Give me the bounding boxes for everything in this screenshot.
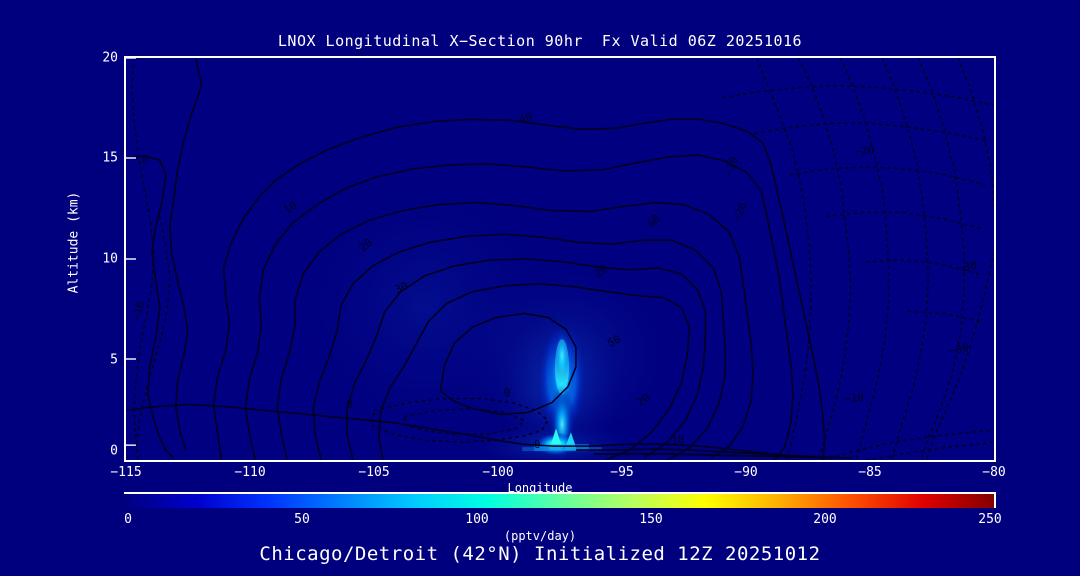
page-title: LNOX Longitudinal X−Section 90hr Fx Vali… <box>277 32 803 50</box>
colorbar-tick-label: 50 <box>294 512 310 527</box>
colorbar-tick-label: 100 <box>465 512 489 527</box>
contour-label: 0 <box>533 438 540 451</box>
y-tick-label: 10 <box>102 251 118 267</box>
plot-area: 0 −10 10 20 30 40 20 50 60 −10 −20 −20 −… <box>124 56 996 462</box>
colorbar-gradient <box>124 492 996 508</box>
x-tick-label: −80 <box>982 465 1006 480</box>
x-tick-label: −105 <box>358 465 390 480</box>
y-tick-label: 20 <box>102 50 118 66</box>
contour-label: −30 <box>948 341 970 358</box>
contour-label: −30 <box>956 259 978 275</box>
contour-label: 50 <box>605 332 623 349</box>
colorbar-tick-label: 250 <box>978 512 1002 527</box>
x-tick-label: −115 <box>110 465 142 480</box>
contour-label: −10 <box>130 300 147 322</box>
y-axis-label: Altitude (km) <box>66 191 82 294</box>
contour-label: 0 <box>503 386 511 400</box>
contour-label: 0 <box>346 398 354 412</box>
colorbar-tick-label: 200 <box>813 512 837 527</box>
x-tick-label: −100 <box>482 465 514 480</box>
cross-section-plot: 0 −10 10 20 30 40 20 50 60 −10 −20 −20 −… <box>126 58 994 460</box>
contour-label: 20 <box>634 391 652 409</box>
contour-label: 10 <box>281 199 299 217</box>
colorbar-units-label: (pptv/day) <box>503 529 577 543</box>
contour-label: −10 <box>722 155 741 178</box>
contour-label: 20 <box>356 236 374 254</box>
contour-label: 20 <box>592 262 610 280</box>
figure-caption: Chicago/Detroit (42°N) Initialized 12Z 2… <box>259 543 821 565</box>
y-tick-label: 5 <box>110 352 118 368</box>
y-tick-label: 15 <box>102 150 118 166</box>
x-tick-label: −85 <box>858 465 882 480</box>
x-tick-label: −90 <box>734 465 758 480</box>
x-axis-label: Longitude <box>507 481 573 495</box>
positive-contours <box>126 58 853 460</box>
colorbar-tick-label: 150 <box>639 512 663 527</box>
axis-inner-ticks <box>126 58 136 446</box>
colorbar[interactable] <box>124 492 996 508</box>
contour-label: 30 <box>393 279 410 296</box>
x-tick-label: −95 <box>610 465 634 480</box>
negative-contours <box>131 58 994 460</box>
x-tick-label: −110 <box>234 465 266 480</box>
contour-label: 10 <box>671 433 685 447</box>
contour-label: −10 <box>844 391 865 406</box>
colorbar-tick-label: 0 <box>124 512 132 527</box>
lightning-nox-plume <box>536 318 588 460</box>
contour-label: 0 <box>141 153 148 166</box>
colorbar-end-cap <box>994 492 996 508</box>
contour-label-group: 0 −10 10 20 30 40 20 50 60 −10 −20 −20 −… <box>130 110 978 451</box>
contour-label: −20 <box>854 144 875 158</box>
contour-label: 40 <box>517 110 533 126</box>
y-tick-label: 0 <box>110 443 118 459</box>
